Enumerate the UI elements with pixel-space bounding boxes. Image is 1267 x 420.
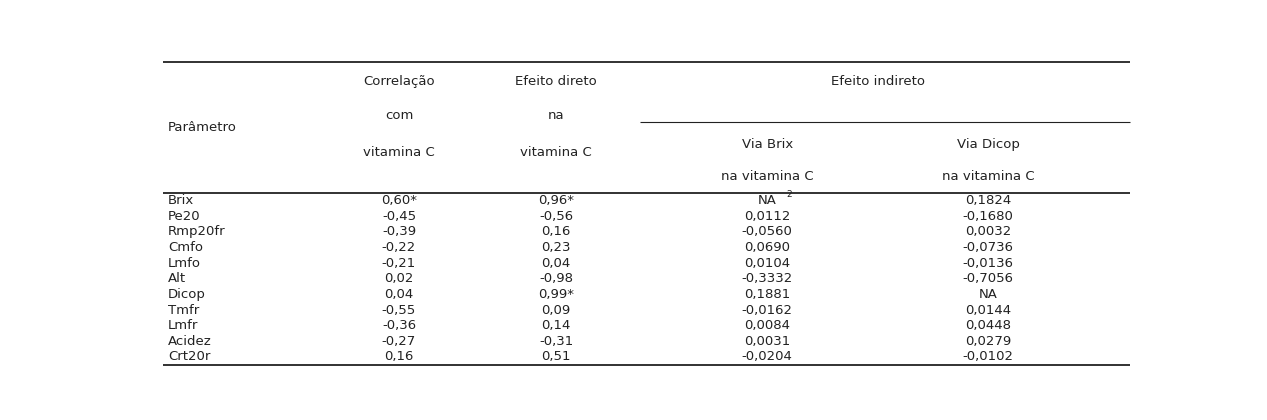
Text: Efeito direto: Efeito direto — [516, 75, 597, 88]
Text: Lmfr: Lmfr — [169, 319, 199, 332]
Text: na vitamina C: na vitamina C — [941, 170, 1034, 183]
Text: -0,0162: -0,0162 — [741, 304, 793, 317]
Text: 0,23: 0,23 — [541, 241, 571, 254]
Text: Tmfr: Tmfr — [169, 304, 199, 317]
Text: na: na — [547, 109, 564, 121]
Text: 0,04: 0,04 — [384, 288, 413, 301]
Text: Rmp20fr: Rmp20fr — [169, 225, 226, 238]
Text: 0,99*: 0,99* — [538, 288, 574, 301]
Text: NA: NA — [758, 194, 777, 207]
Text: 0,96*: 0,96* — [538, 194, 574, 207]
Text: vitamina C: vitamina C — [364, 146, 435, 159]
Text: 0,0104: 0,0104 — [744, 257, 791, 270]
Text: Lmfo: Lmfo — [169, 257, 201, 270]
Text: Parâmetro: Parâmetro — [169, 121, 237, 134]
Text: -0,39: -0,39 — [381, 225, 416, 238]
Text: Cmfo: Cmfo — [169, 241, 203, 254]
Text: 0,51: 0,51 — [541, 350, 571, 363]
Text: Correlação: Correlação — [364, 75, 435, 88]
Text: 0,02: 0,02 — [384, 272, 413, 285]
Text: 0,0448: 0,0448 — [965, 319, 1011, 332]
Text: Crt20r: Crt20r — [169, 350, 210, 363]
Text: -0,7056: -0,7056 — [963, 272, 1014, 285]
Text: 0,0084: 0,0084 — [744, 319, 791, 332]
Text: -0,36: -0,36 — [381, 319, 416, 332]
Text: vitamina C: vitamina C — [521, 146, 592, 159]
Text: -0,0736: -0,0736 — [963, 241, 1014, 254]
Text: 0,16: 0,16 — [541, 225, 570, 238]
Text: na vitamina C: na vitamina C — [721, 170, 813, 183]
Text: Brix: Brix — [169, 194, 194, 207]
Text: 0,1824: 0,1824 — [965, 194, 1011, 207]
Text: 0,04: 0,04 — [541, 257, 570, 270]
Text: 0,0690: 0,0690 — [744, 241, 791, 254]
Text: -0,0204: -0,0204 — [741, 350, 793, 363]
Text: 0,0144: 0,0144 — [965, 304, 1011, 317]
Text: Efeito indireto: Efeito indireto — [831, 75, 925, 88]
Text: -0,45: -0,45 — [381, 210, 416, 223]
Text: -0,27: -0,27 — [381, 335, 416, 348]
Text: Alt: Alt — [169, 272, 186, 285]
Text: 0,1881: 0,1881 — [744, 288, 791, 301]
Text: Dicop: Dicop — [169, 288, 207, 301]
Text: 0,16: 0,16 — [384, 350, 413, 363]
Text: 0,0031: 0,0031 — [744, 335, 791, 348]
Text: Via Dicop: Via Dicop — [957, 138, 1020, 151]
Text: 0,60*: 0,60* — [381, 194, 417, 207]
Text: -0,3332: -0,3332 — [741, 272, 793, 285]
Text: -0,31: -0,31 — [538, 335, 573, 348]
Text: -0,0102: -0,0102 — [963, 350, 1014, 363]
Text: 0,09: 0,09 — [541, 304, 570, 317]
Text: -0,56: -0,56 — [538, 210, 573, 223]
Text: -0,1680: -0,1680 — [963, 210, 1014, 223]
Text: -0,0136: -0,0136 — [963, 257, 1014, 270]
Text: Pe20: Pe20 — [169, 210, 200, 223]
Text: -0,0560: -0,0560 — [741, 225, 793, 238]
Text: NA: NA — [978, 288, 997, 301]
Text: -0,98: -0,98 — [538, 272, 573, 285]
Text: 0,0279: 0,0279 — [965, 335, 1011, 348]
Text: Via Brix: Via Brix — [741, 138, 793, 151]
Text: 0,0032: 0,0032 — [965, 225, 1011, 238]
Text: 2: 2 — [786, 190, 792, 199]
Text: com: com — [385, 109, 413, 121]
Text: -0,21: -0,21 — [381, 257, 416, 270]
Text: Acidez: Acidez — [169, 335, 212, 348]
Text: 0,0112: 0,0112 — [744, 210, 791, 223]
Text: 0,14: 0,14 — [541, 319, 570, 332]
Text: -0,22: -0,22 — [381, 241, 416, 254]
Text: -0,55: -0,55 — [381, 304, 416, 317]
